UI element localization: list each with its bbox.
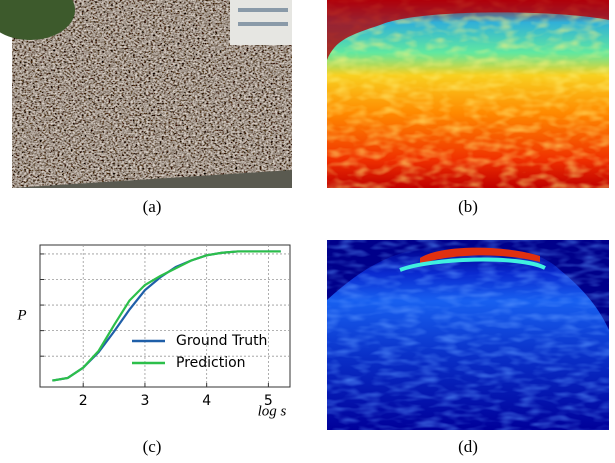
legend-label: Prediction	[176, 355, 246, 371]
x-tick-label: 2	[79, 393, 88, 409]
density-map-d	[327, 240, 609, 430]
caption: (d)	[458, 437, 478, 456]
caption: (c)	[143, 437, 162, 456]
crowd-photo	[0, 0, 292, 188]
y-axis-label: P	[16, 307, 26, 323]
x-tick-label: 3	[140, 393, 149, 409]
caption: (a)	[143, 197, 162, 216]
x-tick-label: 4	[202, 393, 211, 409]
x-tick-label: 5	[264, 393, 273, 409]
legend-label: Ground Truth	[176, 333, 267, 349]
caption: (b)	[458, 197, 478, 216]
plot-area	[39, 244, 291, 388]
data-line	[52, 250, 281, 382]
x-axis-label: log s	[258, 403, 287, 419]
density-map-b	[327, 0, 609, 188]
